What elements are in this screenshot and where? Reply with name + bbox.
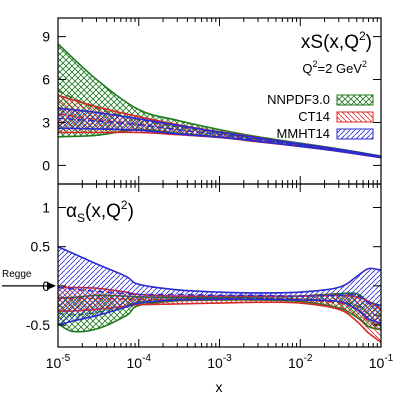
- lower-edge-mmht14-p0: [58, 127, 381, 159]
- xtick-label: 10-1: [369, 353, 394, 371]
- legend-label-ct14: CT14: [298, 109, 330, 124]
- ytick-label-p0: 9: [42, 29, 50, 45]
- top-panel-subtitle: Q2=2 GeV2: [302, 59, 367, 76]
- ytick-label-p0: 0: [42, 157, 50, 173]
- legend-label-nnpdf: NNPDF3.0: [267, 92, 330, 107]
- bottom-panel-frame: [57, 183, 382, 348]
- central-mmht14-p1: [58, 286, 381, 307]
- legend-swatch-ct14: [336, 111, 374, 123]
- legend: NNPDF3.0 CT14 MMHT14: [267, 92, 374, 141]
- regge-label: Regge: [2, 269, 32, 280]
- xtick-label: 10-2: [288, 353, 313, 371]
- top-panel-bands: [58, 43, 381, 159]
- central-mmht14-p0: [58, 117, 381, 158]
- lower-edge-mmht14-p1: [58, 298, 381, 326]
- legend-label-mmht14: MMHT14: [277, 126, 330, 141]
- top-panel-title: xS(x,Q2): [301, 29, 372, 53]
- ytick-label-p1: -0.5: [26, 317, 50, 333]
- ytick-label-p1: 1: [42, 200, 50, 216]
- upper-edge-mmht14-p0: [58, 107, 381, 158]
- regge-annotation: Regge: [2, 269, 56, 290]
- ytick-label-p0: 6: [42, 72, 50, 88]
- ytick-label-p1: 0.5: [31, 239, 51, 255]
- x-axis-label: x: [216, 379, 223, 395]
- legend-swatch-nnpdf: [336, 94, 374, 106]
- xtick-label: 10-5: [46, 353, 71, 371]
- legend-swatch-mmht14: [336, 128, 374, 140]
- band-mmht14-p1: [58, 246, 381, 326]
- xtick-label: 10-3: [207, 353, 232, 371]
- upper-edge-mmht14-p1: [58, 245, 381, 294]
- xtick-label: 10-4: [127, 353, 152, 371]
- bottom-panel-bands: [58, 245, 381, 343]
- bottom-panel-title: αS(x,Q2): [66, 198, 134, 225]
- ytick-label-p0: 3: [42, 114, 50, 130]
- regge-arrow-head: [47, 281, 56, 290]
